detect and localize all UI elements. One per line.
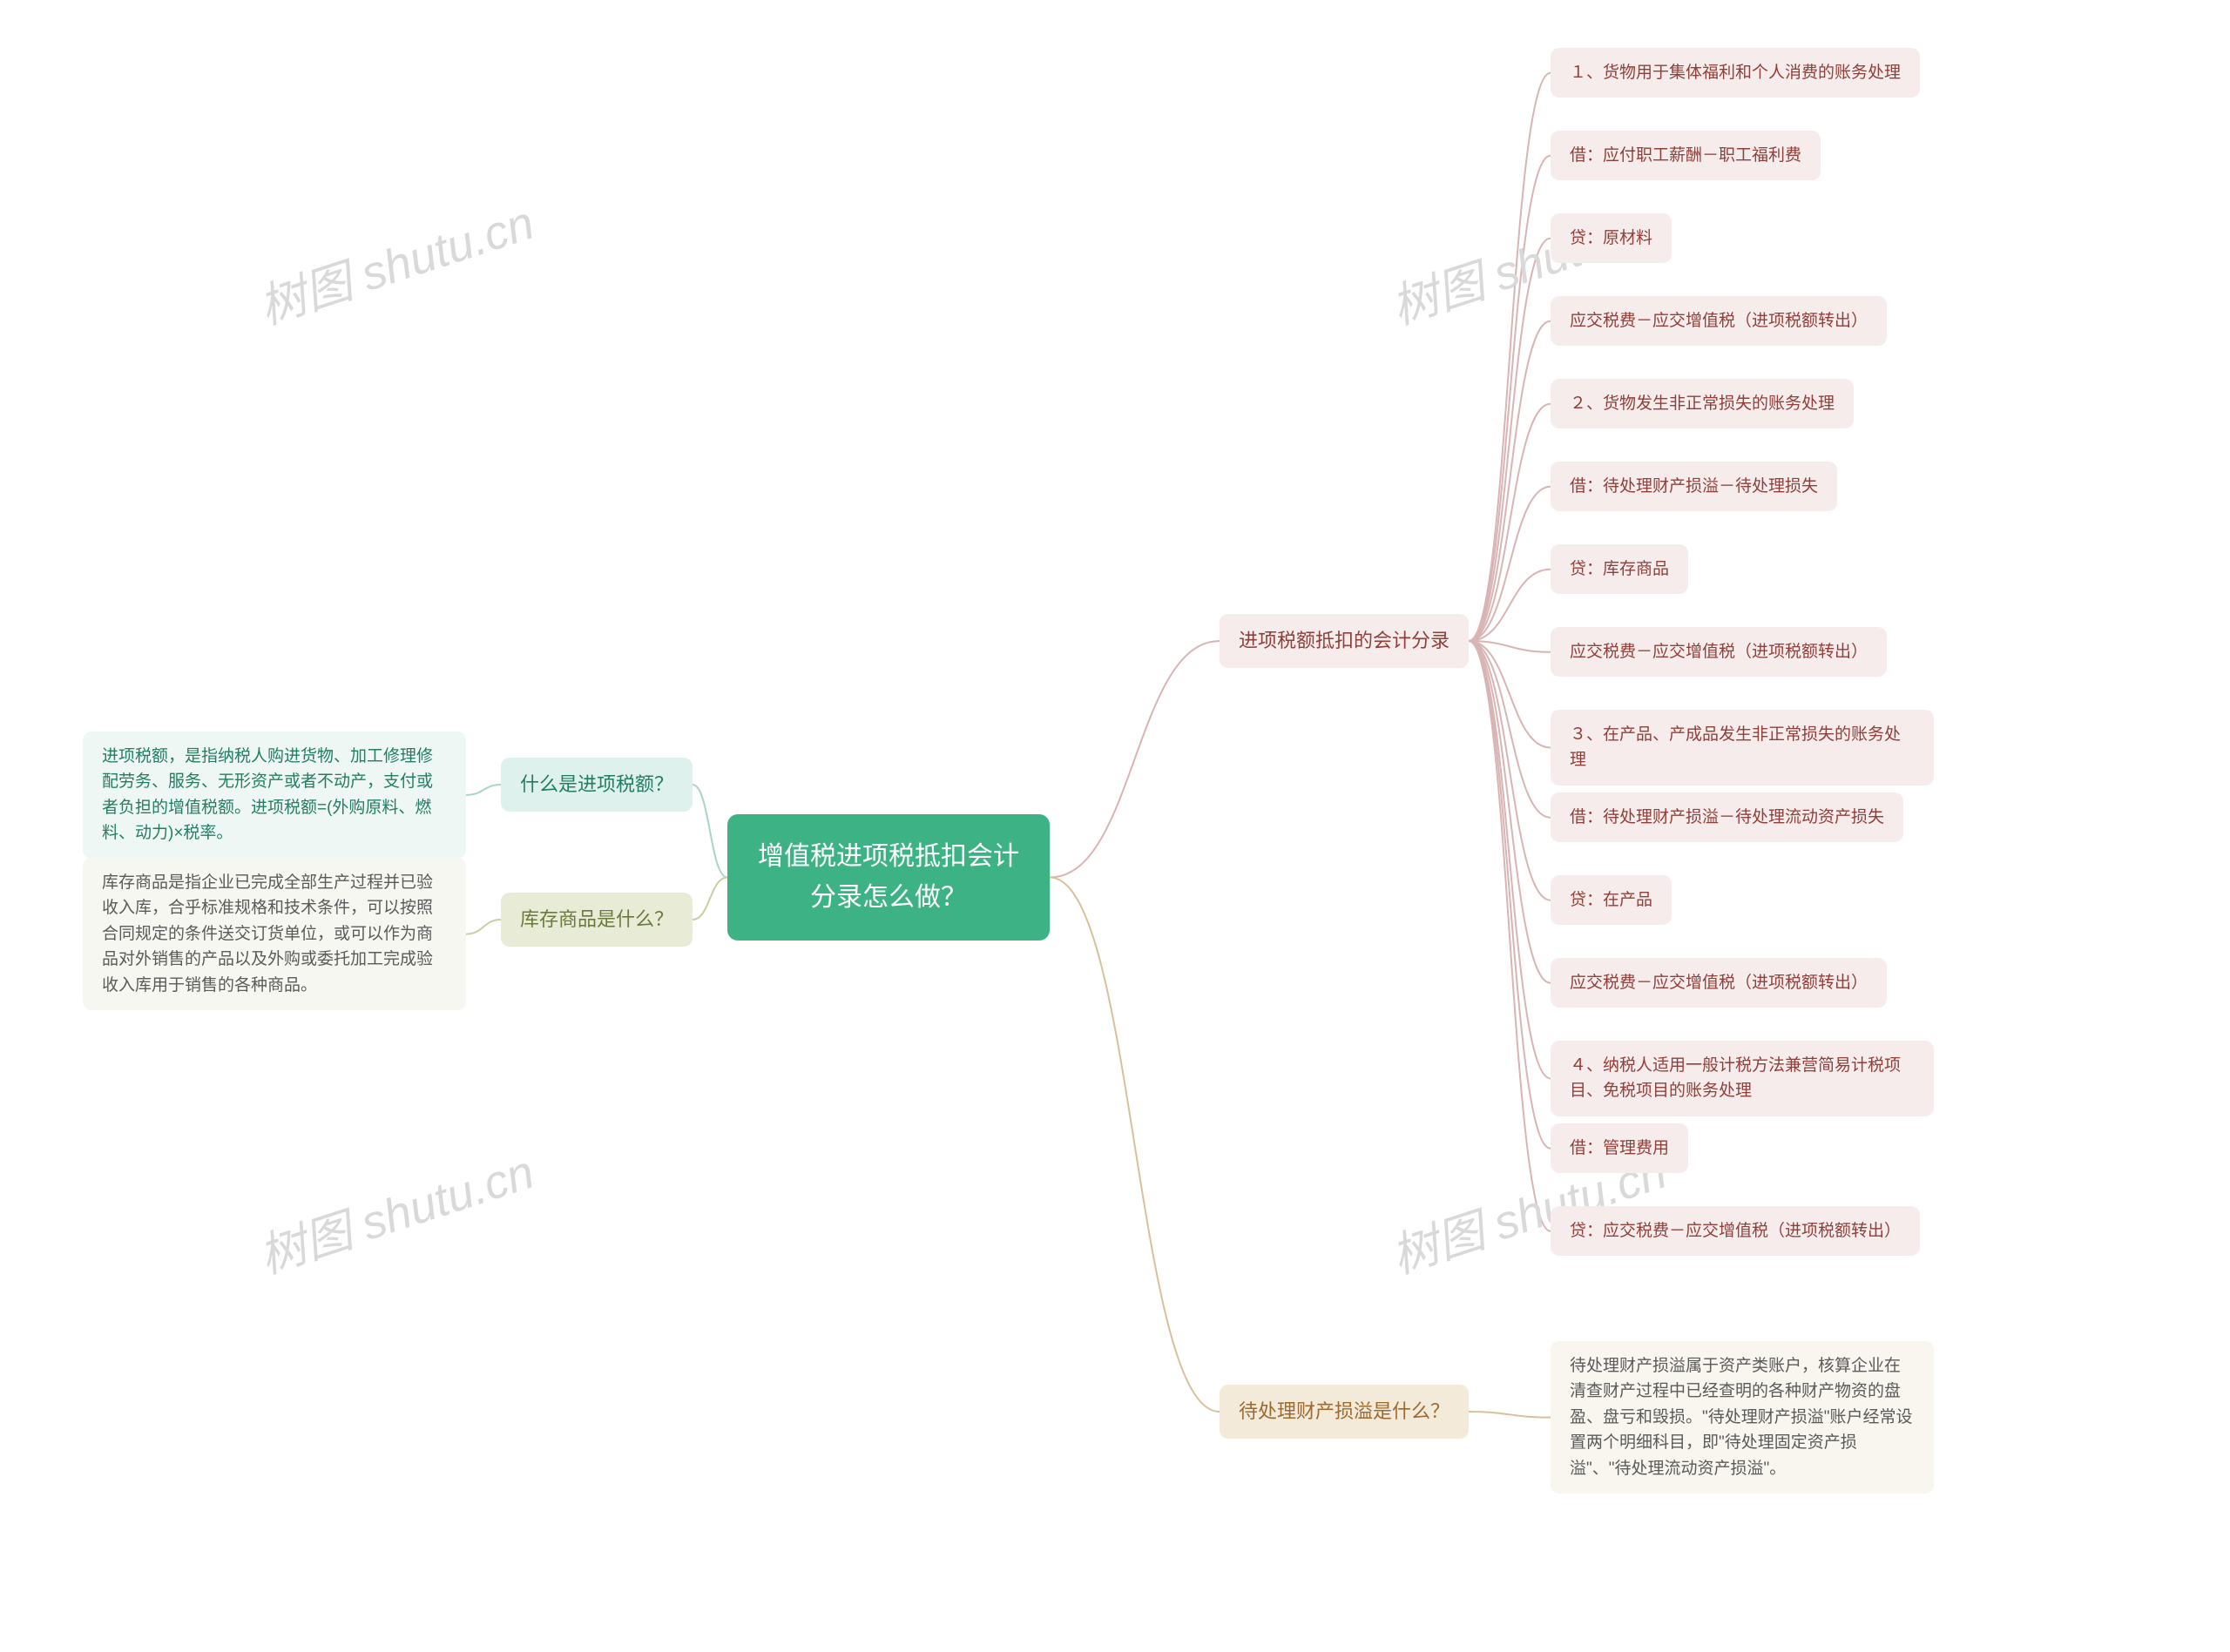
leaf-node: 应交税费－应交增值税（进项税额转出） (1551, 296, 1887, 346)
branch-pending-property[interactable]: 待处理财产损溢是什么？ (1220, 1385, 1469, 1439)
watermark: 树图 shutu.cn (249, 1133, 542, 1286)
leaf-node: 贷：原材料 (1551, 213, 1672, 263)
branch-input-tax[interactable]: 什么是进项税额？ (501, 758, 693, 812)
watermark: 树图 shutu.cn (249, 184, 542, 337)
leaf-node: ４、纳税人适用一般计税方法兼营简易计税项目、免税项目的账务处理 (1551, 1041, 1934, 1116)
leaf-node: 借：待处理财产损溢－待处理流动资产损失 (1551, 792, 1903, 842)
leaf-node: ３、在产品、产成品发生非正常损失的账务处理 (1551, 710, 1934, 786)
leaf-node: 贷：库存商品 (1551, 544, 1688, 594)
leaf-node: 待处理财产损溢属于资产类账户，核算企业在清查财产过程中已经查明的各种财产物资的盘… (1551, 1341, 1934, 1494)
leaf-node: 贷：在产品 (1551, 875, 1672, 925)
branch-accounting-entries[interactable]: 进项税额抵扣的会计分录 (1220, 614, 1469, 668)
leaf-node: 应交税费－应交增值税（进项税额转出） (1551, 958, 1887, 1008)
center-topic[interactable]: 增值税进项税抵扣会计分录怎么做？ (727, 814, 1050, 941)
leaf-node: １、货物用于集体福利和个人消费的账务处理 (1551, 48, 1920, 98)
leaf-node: 进项税额，是指纳税人购进货物、加工修理修配劳务、服务、无形资产或者不动产，支付或… (83, 732, 466, 859)
leaf-node: ２、货物发生非正常损失的账务处理 (1551, 379, 1854, 428)
leaf-node: 库存商品是指企业已完成全部生产过程并已验收入库，合乎标准规格和技术条件，可以按照… (83, 858, 466, 1010)
leaf-node: 借：管理费用 (1551, 1123, 1688, 1173)
leaf-node: 应交税费－应交增值税（进项税额转出） (1551, 627, 1887, 677)
leaf-node: 借：待处理财产损溢－待处理损失 (1551, 462, 1837, 511)
branch-inventory[interactable]: 库存商品是什么？ (501, 893, 693, 947)
leaf-node: 借：应付职工薪酬－职工福利费 (1551, 131, 1821, 180)
leaf-node: 贷：应交税费－应交增值税（进项税额转出） (1551, 1206, 1920, 1256)
